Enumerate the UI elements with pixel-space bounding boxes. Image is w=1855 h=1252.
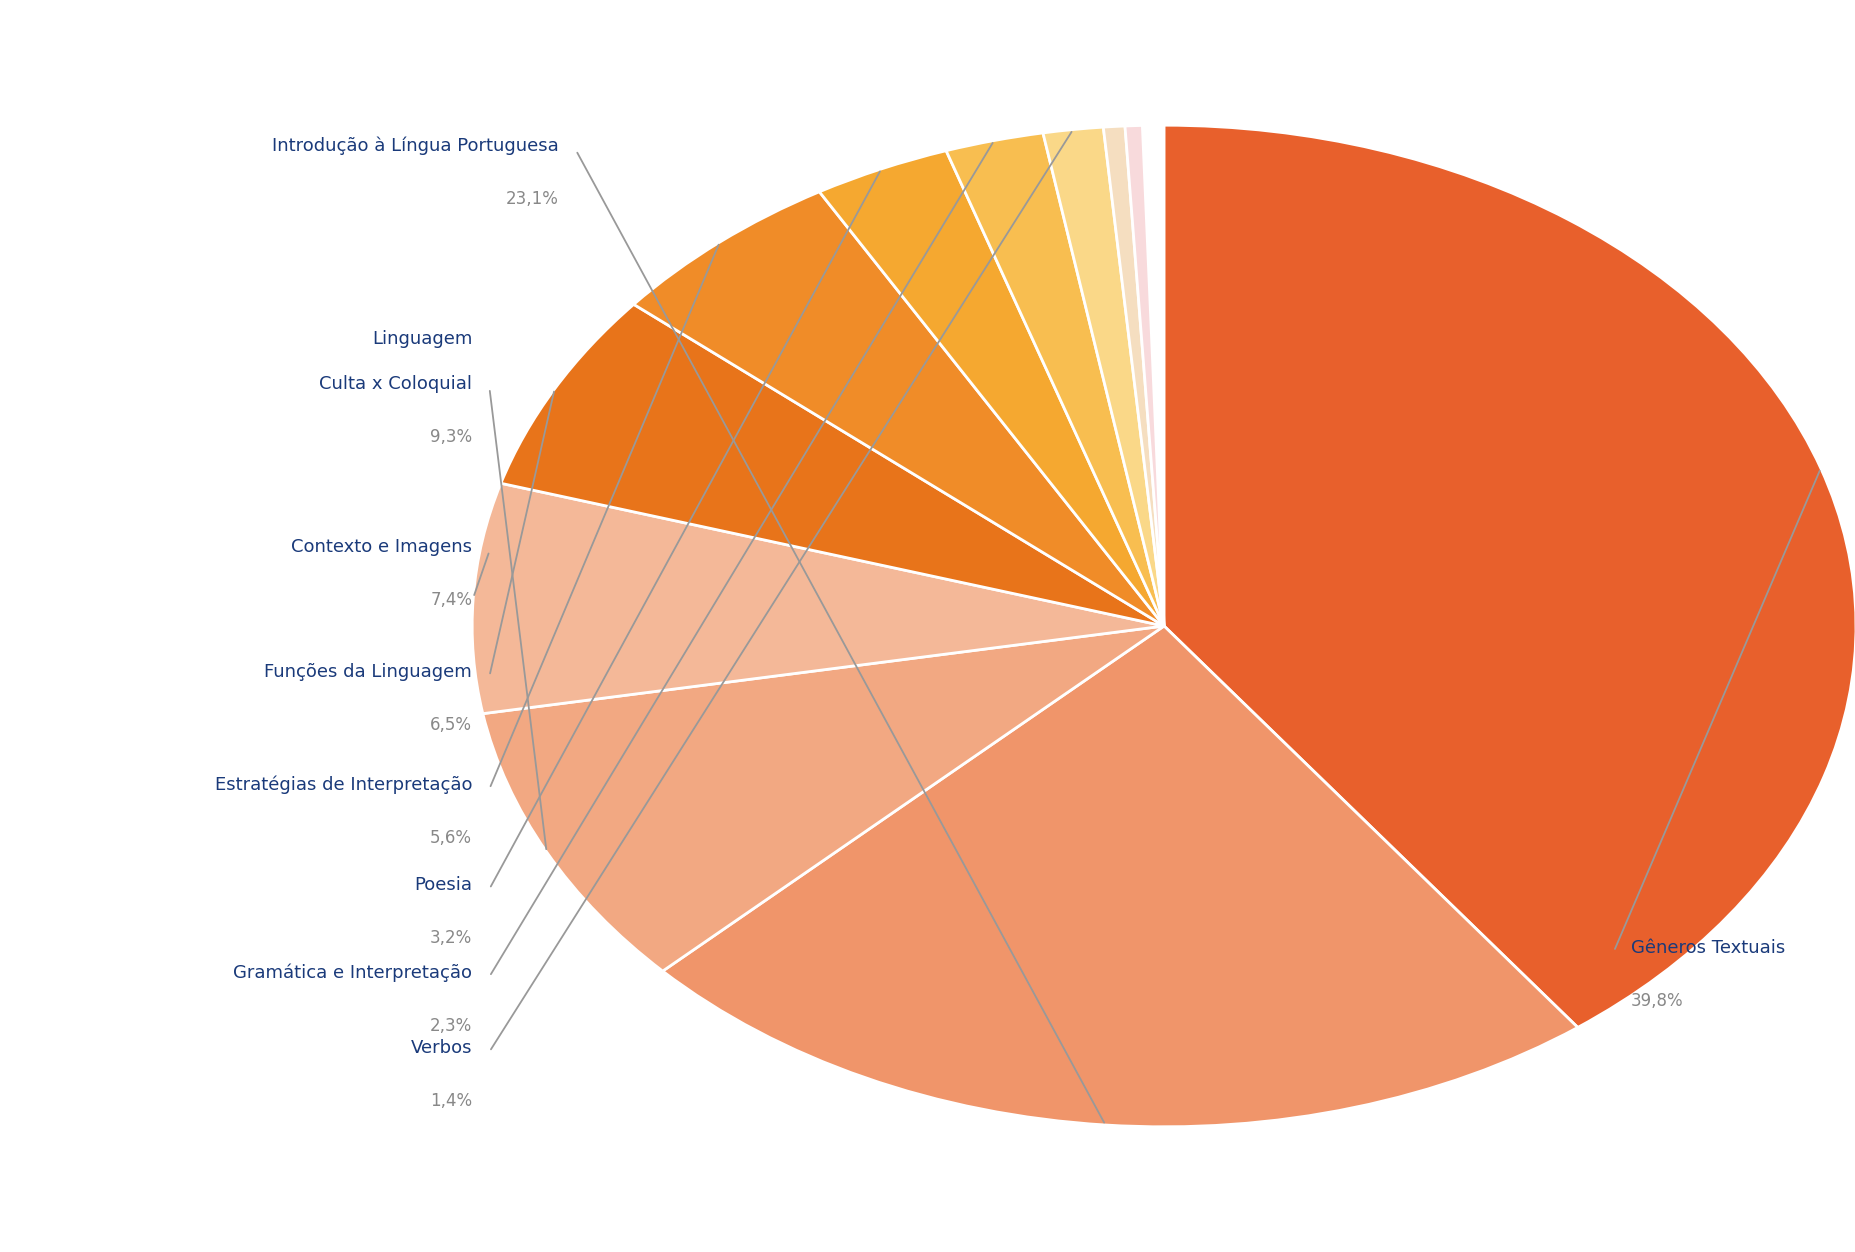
Wedge shape (1163, 125, 1855, 1028)
Text: LINGUAGENS: LINGUAGENS (32, 493, 95, 959)
Text: 6,5%: 6,5% (430, 716, 471, 734)
Wedge shape (633, 192, 1163, 626)
Text: 2,3%: 2,3% (430, 1017, 471, 1034)
Text: Estratégias de Interpretação: Estratégias de Interpretação (215, 775, 471, 794)
Text: Introdução à Língua Portuguesa: Introdução à Língua Portuguesa (273, 136, 558, 155)
Wedge shape (501, 304, 1163, 626)
Wedge shape (471, 483, 1163, 714)
Text: 3,2%: 3,2% (430, 929, 471, 947)
Wedge shape (818, 150, 1163, 626)
Wedge shape (1124, 125, 1163, 626)
Wedge shape (482, 626, 1163, 972)
Text: Linguagem: Linguagem (371, 331, 471, 348)
Wedge shape (946, 133, 1163, 626)
Text: Gêneros Textuais: Gêneros Textuais (1631, 939, 1785, 957)
Text: 5,6%: 5,6% (430, 829, 471, 846)
Text: Culta x Coloquial: Culta x Coloquial (319, 376, 471, 393)
Wedge shape (1102, 126, 1163, 626)
Text: 1,4%: 1,4% (430, 1092, 471, 1109)
Wedge shape (662, 626, 1577, 1127)
Text: 9,3%: 9,3% (430, 428, 471, 446)
Text: Poesia: Poesia (414, 876, 471, 894)
Text: Contexto e Imagens: Contexto e Imagens (291, 538, 471, 556)
Text: Gramática e Interpretação: Gramática e Interpretação (234, 963, 471, 982)
Text: Verbos: Verbos (410, 1039, 471, 1057)
Text: 7,4%: 7,4% (430, 591, 471, 608)
Text: 39,8%: 39,8% (1631, 992, 1682, 1009)
Text: Funções da Linguagem: Funções da Linguagem (263, 664, 471, 681)
Text: 23,1%: 23,1% (506, 190, 558, 208)
Wedge shape (1043, 128, 1163, 626)
